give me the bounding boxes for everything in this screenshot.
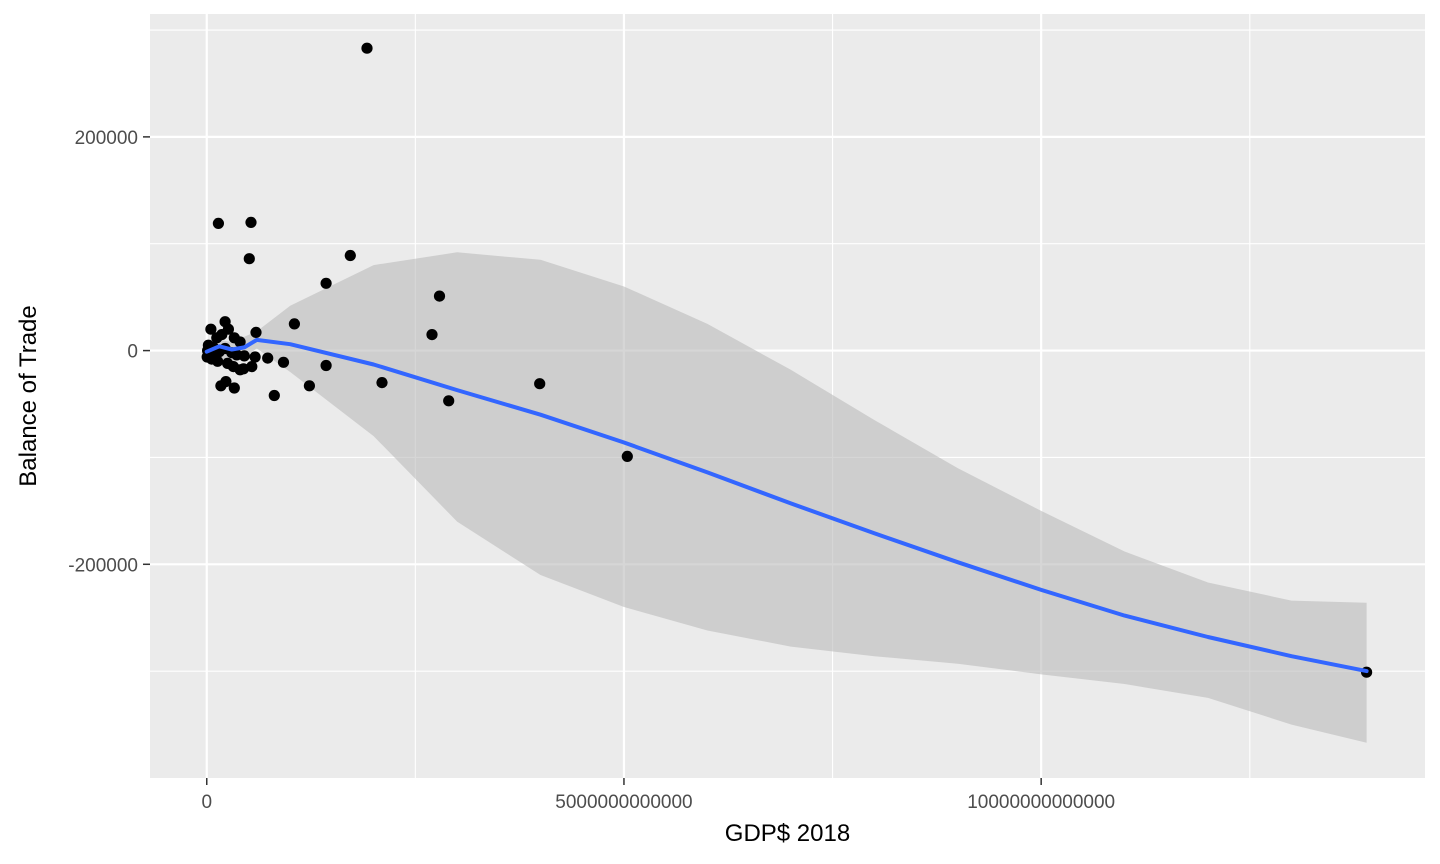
data-point	[320, 359, 332, 372]
y-axis-title: Balance of Trade	[15, 305, 42, 486]
data-point	[277, 356, 290, 368]
confidence-band-group	[206, 252, 1367, 743]
data-point	[249, 351, 261, 363]
y-tick-label: 0	[127, 342, 138, 363]
data-point	[245, 216, 257, 228]
data-point	[426, 329, 438, 341]
smooth-line	[204, 337, 1369, 674]
x-tick-label: 10000000000000	[967, 792, 1115, 813]
data-point	[303, 380, 315, 392]
x-tick-label: 5000000000000	[555, 792, 692, 813]
data-point	[212, 217, 224, 229]
y-tick-label: -200000	[68, 555, 138, 576]
x-axis-title: GDP$ 2018	[725, 820, 850, 847]
data-point	[534, 378, 546, 390]
data-point	[621, 450, 633, 462]
data-point	[228, 382, 240, 394]
data-point	[234, 336, 246, 348]
data-point	[320, 277, 332, 289]
data-point	[376, 377, 388, 389]
axes: 0 5000000000000 10000000000000 -200000 0 2000…	[68, 128, 1115, 813]
data-point	[205, 323, 217, 335]
y-tick-label: 200000	[75, 128, 138, 149]
data-point	[243, 253, 255, 265]
data-point	[433, 290, 446, 302]
data-point	[361, 42, 373, 54]
data-point	[220, 376, 232, 388]
x-tick-label: 0	[201, 792, 212, 813]
data-point	[212, 355, 224, 367]
data-point	[288, 318, 300, 330]
data-point	[246, 361, 258, 373]
confidence-band	[206, 252, 1367, 743]
data-point	[238, 350, 250, 362]
smooth-line-group	[204, 337, 1369, 674]
data-point	[344, 249, 356, 262]
data-point	[262, 352, 274, 364]
data-point	[216, 329, 228, 341]
data-point	[250, 326, 262, 338]
data-point	[268, 389, 280, 402]
data-point	[443, 395, 455, 407]
